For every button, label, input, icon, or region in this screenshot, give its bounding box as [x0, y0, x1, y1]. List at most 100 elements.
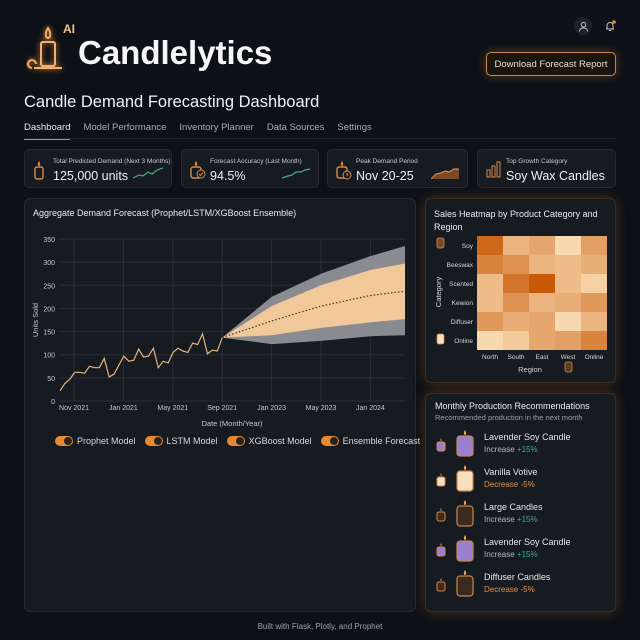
- kpi-value: Soy Wax Candles: [506, 169, 605, 183]
- tab-dashboard[interactable]: Dashboard: [24, 122, 71, 140]
- legend-xgboost-toggle[interactable]: XGBoost Model: [226, 436, 312, 446]
- recommendation-item[interactable]: Diffuser Candles Decrease -5%: [436, 570, 616, 600]
- x-axis-label: Date (Month/Year): [201, 419, 263, 428]
- heatmap-cell: [503, 312, 529, 331]
- product-candle-icon: [456, 465, 474, 492]
- heatmap-cell: [477, 293, 503, 312]
- user-button[interactable]: [574, 17, 592, 35]
- heatmap-cell: [503, 236, 529, 255]
- recommendation-item[interactable]: Lavender Soy Candle Increase +15%: [436, 430, 616, 460]
- change-percent: +15%: [516, 515, 538, 524]
- heatmap-cell: [477, 255, 503, 274]
- kpi-peak-demand: Peak Demand Period Nov 20-25: [327, 149, 468, 188]
- toggle-switch[interactable]: [226, 436, 245, 446]
- y-tick-label: 350: [43, 237, 55, 244]
- legend-lstm-toggle[interactable]: LSTM Model: [144, 436, 218, 446]
- product-name: Diffuser Candles: [484, 572, 551, 582]
- tab-inventory-planner[interactable]: Inventory Planner: [179, 122, 254, 133]
- product-name: Lavender Soy Candle: [484, 432, 571, 442]
- row-label: Soy: [462, 243, 474, 250]
- change-direction: Increase: [484, 445, 515, 454]
- sales-heatmap: Soy Beeswax Scented Kewion Diffuser Online Nor…: [434, 236, 607, 374]
- heatmap-cell: [581, 331, 607, 350]
- product-candle-icon: [456, 570, 474, 597]
- candle-icon: [564, 361, 573, 373]
- kpi-label: Peak Demand Period: [356, 158, 418, 165]
- heatmap-cell: [529, 293, 555, 312]
- toggle-switch[interactable]: [55, 436, 73, 446]
- download-forecast-report-button[interactable]: Download Forecast Report: [486, 52, 616, 76]
- change-text: Increase +15%: [484, 445, 538, 454]
- x-tick-label: Sep 2021: [207, 405, 237, 412]
- heatmap-cell: [529, 312, 555, 331]
- kpi-value: 125,000 units: [53, 169, 129, 183]
- change-text: Decrease -5%: [484, 585, 535, 594]
- notifications-button[interactable]: [601, 17, 619, 35]
- small-candle-icon: [436, 438, 446, 452]
- recommendation-item[interactable]: Vanilla Votive Decrease -5%: [436, 465, 616, 495]
- y-tick-label: 0: [51, 399, 55, 406]
- heatmap-cell: [581, 312, 607, 331]
- heatmap-cell: [555, 312, 581, 331]
- y-tick-label: 200: [43, 306, 55, 313]
- recommendation-item[interactable]: Large Candles Increase +15%: [436, 500, 616, 530]
- change-direction: Decrease: [484, 480, 519, 489]
- change-percent: +15%: [516, 445, 538, 454]
- small-candle-icon: [436, 578, 446, 592]
- heatmap-cell: [503, 293, 529, 312]
- heatmap-cell: [529, 331, 555, 350]
- toggle-switch[interactable]: [320, 436, 339, 446]
- change-direction: Decrease: [484, 585, 519, 594]
- candle-icon: [34, 161, 44, 180]
- heatmap-cell: [503, 274, 529, 293]
- row-label: Beeswax: [447, 262, 474, 269]
- tab-settings[interactable]: Settings: [337, 122, 372, 133]
- x-tick-label: Jan 2023: [257, 405, 286, 412]
- divider: [24, 138, 616, 139]
- footer: Built with Flask, Plotly, and Prophet: [257, 622, 383, 631]
- nav-tabs: Dashboard Model Performance Inventory Pl…: [24, 122, 372, 140]
- y-tick-label: 300: [43, 260, 55, 267]
- brand-name: Candlelytics: [78, 34, 273, 71]
- heatmap-cell: [477, 312, 503, 331]
- kpi-label: Total Predicted Demand (Next 3 Months): [53, 158, 171, 165]
- heatmap-cell: [503, 255, 529, 274]
- kpi-label: Top Growth Category: [506, 158, 568, 165]
- kpi-top-growth: Top Growth Category Soy Wax Candles: [477, 149, 616, 188]
- heatmap-title: Sales Heatmap by Product Category and Re…: [434, 209, 598, 232]
- heatmap-cell: [529, 274, 555, 293]
- legend-ensemble-toggle[interactable]: Ensemble Forecast: [320, 436, 420, 446]
- column-label: South: [508, 354, 525, 361]
- y-tick-label: 100: [43, 353, 55, 360]
- heatmap-cell: [555, 255, 581, 274]
- ensemble-mean-line: [222, 290, 406, 339]
- legend-prophet-toggle[interactable]: Prophet Model: [55, 436, 136, 446]
- y-axis-label: Units Sold: [31, 303, 40, 337]
- recommendations-title: Monthly Production Recommendations: [435, 401, 590, 411]
- y-tick-label: 250: [43, 283, 55, 290]
- x-tick-label: Nov 2021: [59, 405, 89, 412]
- heatmap-cell: [581, 255, 607, 274]
- kpi-label: Forecast Accuracy (Last Month): [210, 158, 302, 165]
- toggle-switch[interactable]: [144, 436, 163, 446]
- row-label: Kewion: [452, 300, 474, 307]
- x-tick-label: May 2023: [306, 405, 337, 412]
- change-percent: -5%: [520, 480, 535, 489]
- x-tick-label: Jan 2021: [109, 405, 138, 412]
- x-tick-label: May 2021: [157, 405, 188, 412]
- recommendations-card: Monthly Production Recommendations Recom…: [425, 393, 616, 612]
- tab-data-sources[interactable]: Data Sources: [266, 122, 325, 133]
- product-candle-icon: [456, 500, 474, 527]
- sparkline: [133, 167, 163, 179]
- user-icon: [578, 21, 588, 32]
- row-label: Diffuser: [451, 319, 474, 326]
- heatmap-cell: [581, 236, 607, 255]
- change-percent: +15%: [516, 550, 538, 559]
- x-axis-label: Region: [518, 365, 542, 374]
- tab-model-performance[interactable]: Model Performance: [83, 122, 167, 133]
- change-text: Decrease -5%: [484, 480, 535, 489]
- inner-confidence-band: [222, 263, 405, 338]
- ai-badge: AI: [63, 22, 75, 36]
- recommendation-item[interactable]: Lavender Soy Candle Increase +15%: [436, 535, 616, 565]
- product-name: Vanilla Votive: [484, 467, 538, 477]
